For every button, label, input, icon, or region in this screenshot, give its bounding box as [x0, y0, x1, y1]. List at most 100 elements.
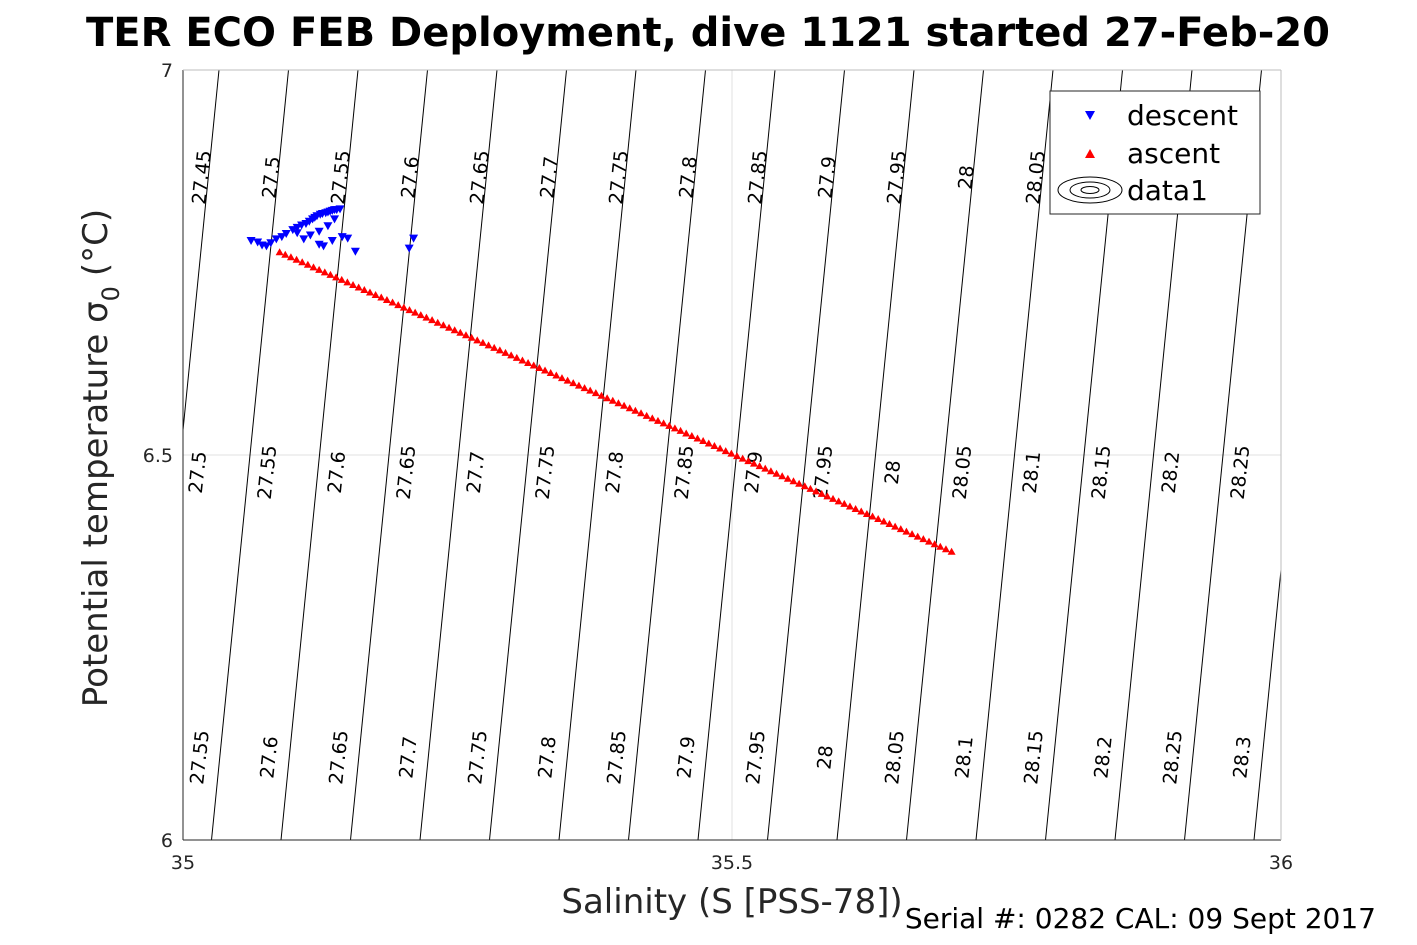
ascent-point [535, 364, 544, 372]
ascent-point [721, 447, 730, 455]
density-contour-line [975, 70, 1054, 840]
descent-point [253, 238, 263, 247]
ascent-point [382, 296, 391, 304]
ascent-point [439, 321, 448, 329]
descent-point [350, 247, 360, 256]
ascent-point [495, 346, 504, 354]
y-tick-label: 6 [161, 830, 173, 852]
ascent-point [637, 409, 646, 417]
ascent-point [862, 509, 871, 517]
ascent-point [704, 439, 713, 447]
density-contour-line [211, 70, 289, 840]
ascent-point [569, 379, 578, 387]
ascent-point [603, 394, 612, 402]
ascent-point [817, 489, 826, 497]
ascent-point [563, 376, 572, 384]
legend-ascent-marker [1085, 149, 1095, 158]
ascent-point [349, 280, 358, 288]
contour-label: 27.8 [675, 155, 701, 199]
ascent-point [597, 391, 606, 399]
ascent-point [371, 291, 380, 299]
ascent-point [586, 386, 595, 394]
ascent-point [591, 389, 600, 397]
legend-data1-label: data1 [1127, 174, 1208, 207]
ascent-point [445, 323, 454, 331]
ascent-point [354, 283, 363, 291]
ascent-point [851, 504, 860, 512]
x-tick-label: 35.5 [711, 852, 753, 874]
y-axis-label-main: Potential temperature σ [76, 301, 116, 707]
ascent-point [874, 515, 883, 523]
density-contour-line [906, 70, 984, 840]
ascent-point [478, 338, 487, 346]
descent-point [299, 235, 309, 244]
legend-descent-marker [1085, 111, 1095, 120]
ascent-point [676, 426, 685, 434]
ascent-point [309, 263, 318, 271]
ascent-point [456, 328, 465, 336]
ascent-point [879, 517, 888, 525]
ascent-point [608, 396, 617, 404]
ascent-point [772, 469, 781, 477]
ascent-point [394, 301, 403, 309]
density-contour-line [558, 70, 637, 840]
ascent-point [823, 492, 832, 500]
descent-point [281, 230, 291, 239]
contour-label: 28.2 [1090, 735, 1116, 779]
ascent-point [388, 298, 397, 306]
contour-label: 28.1 [951, 735, 977, 779]
x-tick-label: 36 [1269, 852, 1293, 874]
ascent-point [275, 248, 284, 256]
x-tick-label: 35 [171, 852, 195, 874]
ascent-point [546, 369, 555, 377]
ascent-point [806, 484, 815, 492]
ascent-point [580, 384, 589, 392]
ascent-point [343, 278, 352, 286]
ascent-point [433, 318, 442, 326]
ascent-point [687, 431, 696, 439]
ascent-point [416, 311, 425, 319]
density-contour-line [280, 70, 359, 840]
descent-point [404, 244, 414, 253]
ascent-point [727, 449, 736, 457]
contour-label: 27.7 [463, 450, 489, 494]
ascent-point [868, 512, 877, 520]
x-tick-labels: 35 35.5 36 [171, 852, 1293, 874]
ascent-point [332, 273, 341, 281]
footer-serial-cal: Serial #: 0282 CAL: 09 Sept 2017 [905, 902, 1376, 935]
density-contour-line [489, 70, 567, 840]
ascent-point [648, 414, 657, 422]
ascent-point [682, 429, 691, 437]
ascent-point [913, 532, 922, 540]
ascent-point [337, 275, 346, 283]
contour-label: 28.1 [1019, 450, 1045, 494]
descent-point [288, 226, 298, 235]
chart-title: TER ECO FEB Deployment, dive 1121 starte… [86, 10, 1330, 56]
ascent-point [936, 542, 945, 550]
ascent-point [512, 353, 521, 361]
contour-label: 27.9 [673, 735, 699, 779]
descent-point [409, 234, 419, 243]
density-contour-line [767, 70, 845, 840]
ascent-point [845, 502, 854, 510]
ascent-point [857, 507, 866, 515]
ascent-point [320, 268, 329, 276]
contour-label: 27.9 [814, 155, 840, 199]
ascent-point [829, 494, 838, 502]
ascent-point [885, 520, 894, 528]
ascent-point [507, 351, 516, 359]
ascent-point [473, 336, 482, 344]
ascent-point [653, 416, 662, 424]
contour-label: 27.6 [324, 450, 350, 494]
y-tick-labels: 6 6.5 7 [143, 60, 173, 852]
ascent-point [744, 457, 753, 465]
ascent-point [360, 285, 369, 293]
descent-point [271, 235, 281, 244]
ascent-point [292, 255, 301, 263]
y-tick-label: 7 [161, 60, 173, 82]
legend-contour-icon [1057, 176, 1123, 204]
density-contour-line [419, 70, 498, 840]
ascent-point [450, 326, 459, 334]
ascent-point [422, 313, 431, 321]
legend: descent ascent data1 [1049, 90, 1261, 215]
